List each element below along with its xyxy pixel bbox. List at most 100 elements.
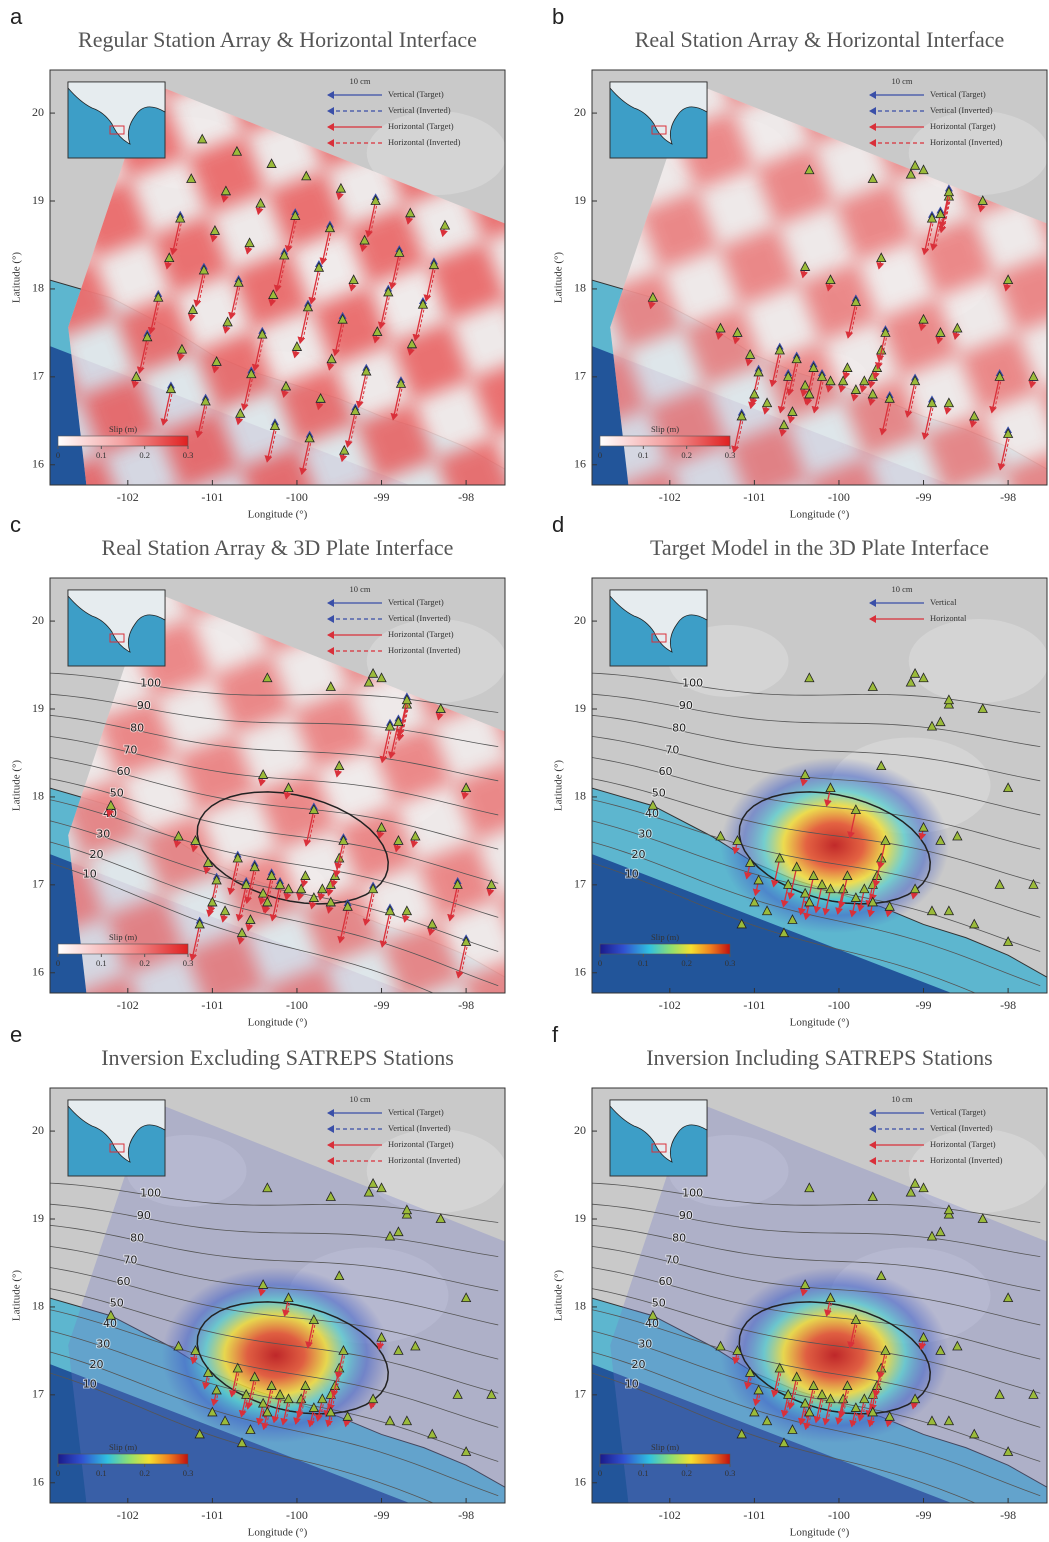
x-tick-label: -102: [117, 1508, 139, 1522]
legend-scale: 10 cm: [349, 1094, 370, 1104]
y-axis-label: Latitude (°): [11, 1270, 23, 1321]
y-axis-label: Latitude (°): [553, 760, 565, 811]
panel-letter: b: [552, 4, 564, 29]
contour-label: 80: [130, 721, 144, 734]
legend-label: Horizontal (Inverted): [930, 1155, 1003, 1165]
slip-patch: [470, 0, 550, 3]
contour-label: 90: [679, 699, 693, 712]
legend-label: Vertical (Inverted): [930, 1123, 993, 1133]
contour-label: 100: [682, 676, 703, 689]
panel-letter: e: [10, 1022, 22, 1047]
panel-letter: c: [10, 512, 21, 537]
y-tick-label: 17: [574, 369, 586, 383]
x-tick-label: -100: [286, 1508, 308, 1522]
page: Slip inversion panels body { margin: 0; …: [0, 0, 1049, 1542]
panel: e Inversion Excluding SATREPS Stations 10 2…: [10, 1022, 507, 1540]
x-tick-label: -102: [659, 998, 681, 1012]
colorbar: [58, 436, 188, 446]
colorbar-tick-label: 0.2: [139, 958, 150, 968]
y-axis-label: Latitude (°): [11, 760, 23, 811]
contour-label: 20: [90, 848, 104, 861]
slip-patch: [534, 1, 614, 81]
colorbar-label: Slip (m): [651, 1442, 679, 1452]
colorbar-tick-label: 0.1: [96, 450, 107, 460]
panel: dTarget Model in the 3D Plate Interface1…: [552, 512, 1049, 1030]
contour-label: 50: [652, 786, 666, 799]
y-tick-label: 20: [32, 613, 44, 627]
y-axis-label: Latitude (°): [553, 252, 565, 303]
y-tick-label: 20: [574, 105, 586, 119]
slip-patch: [480, 485, 560, 565]
y-tick-label: 18: [574, 1299, 586, 1313]
y-tick-label: 17: [32, 369, 44, 383]
colorbar-tick-label: 0: [56, 450, 60, 460]
y-tick-label: 16: [574, 965, 586, 979]
y-tick-label: 20: [574, 1123, 586, 1137]
x-tick-label: -99: [374, 1508, 390, 1522]
slip-patch: [284, 494, 364, 574]
y-tick-label: 20: [574, 613, 586, 627]
contour-label: 70: [123, 1253, 137, 1266]
slip-patch: [0, 27, 26, 107]
colorbar-label: Slip (m): [109, 1442, 137, 1452]
colorbar-tick-label: 0.2: [681, 1468, 692, 1478]
slip-patch: [1022, 0, 1049, 57]
contour-label: 10: [625, 868, 639, 881]
x-axis-label: Longitude (°): [790, 1017, 850, 1029]
legend-label: Horizontal (Target): [930, 121, 996, 131]
legend-label: Vertical (Inverted): [388, 105, 451, 115]
colorbar-tick-label: 0.3: [725, 958, 736, 968]
contour-label: 80: [672, 1231, 686, 1244]
slip-patch: [0, 615, 53, 695]
colorbar: [58, 1454, 188, 1464]
y-tick-label: 16: [574, 1475, 586, 1489]
contour-label: 30: [96, 828, 110, 841]
contour-label: 10: [83, 1378, 97, 1391]
legend-scale: 10 cm: [891, 1094, 912, 1104]
legend-label: Vertical (Inverted): [930, 105, 993, 115]
colorbar: [600, 436, 730, 446]
contour-label: 100: [682, 1186, 703, 1199]
legend-label: Horizontal (Target): [388, 121, 454, 131]
y-tick-label: 19: [574, 701, 586, 715]
slip-patch: [0, 431, 8, 511]
x-tick-label: -101: [743, 1508, 765, 1522]
y-tick-label: 19: [32, 1211, 44, 1225]
contour-label: 60: [659, 765, 673, 778]
legend-label: Vertical (Target): [930, 1107, 986, 1117]
slip-patch: [888, 493, 968, 573]
x-tick-label: -102: [659, 1508, 681, 1522]
slip-distribution: [721, 1267, 949, 1443]
contour-label: 100: [140, 1186, 161, 1199]
slip-distribution: [721, 757, 949, 933]
x-tick-label: -102: [117, 490, 139, 504]
contour-label: 20: [90, 1358, 104, 1371]
panel-title: Inversion Excluding SATREPS Stations: [101, 1045, 454, 1070]
panel-letter: f: [552, 1022, 559, 1047]
contour-label: 100: [140, 676, 161, 689]
contour-label: 10: [83, 868, 97, 881]
x-axis-label: Longitude (°): [790, 1527, 850, 1539]
y-tick-label: 16: [574, 457, 586, 471]
legend-label: Vertical (Target): [388, 89, 444, 99]
colorbar-tick-label: 0.1: [638, 958, 649, 968]
contour-label: 60: [117, 765, 131, 778]
slip-patch: [746, 0, 826, 30]
y-tick-label: 19: [32, 193, 44, 207]
y-tick-label: 18: [32, 281, 44, 295]
y-tick-label: 17: [574, 877, 586, 891]
slip-patch: [498, 81, 578, 161]
y-tick-label: 17: [32, 1387, 44, 1401]
colorbar-tick-label: 0: [56, 1468, 60, 1478]
contour-label: 10: [625, 1378, 639, 1391]
panel-letter: d: [552, 512, 564, 537]
x-tick-label: -100: [828, 1508, 850, 1522]
y-tick-label: 17: [574, 1387, 586, 1401]
x-tick-label: -98: [1000, 1508, 1016, 1522]
contour-label: 80: [130, 1231, 144, 1244]
contour-label: 60: [659, 1275, 673, 1288]
x-tick-label: -100: [286, 998, 308, 1012]
contour-label: 30: [638, 1338, 652, 1351]
slip-patch: [274, 0, 354, 12]
contour-label: 50: [110, 786, 124, 799]
